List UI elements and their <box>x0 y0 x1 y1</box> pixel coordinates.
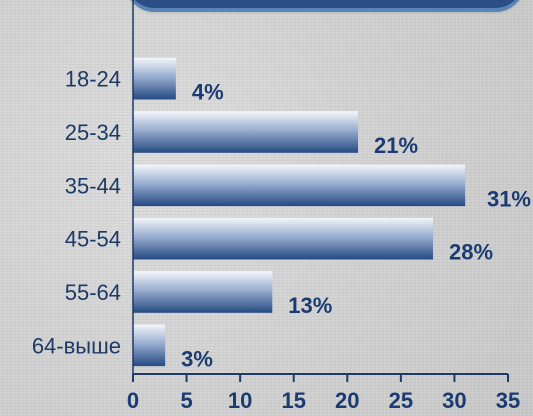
x-tick-label: 25 <box>389 388 413 413</box>
bars <box>133 57 466 367</box>
category-label: 18-24 <box>65 67 121 92</box>
x-tick-label: 5 <box>180 388 192 413</box>
x-tick-label: 35 <box>496 388 520 413</box>
category-label: 25-34 <box>65 120 121 145</box>
bar-35-44 <box>133 164 466 207</box>
value-label: 31% <box>487 186 531 211</box>
x-tick-label: 15 <box>281 388 305 413</box>
bar-64-выше <box>133 324 166 367</box>
category-label: 35-44 <box>65 173 121 198</box>
x-axis-ticks: 0 5 10 15 20 25 30 35 <box>127 374 520 413</box>
value-label: 21% <box>374 133 418 158</box>
bar-25-34 <box>133 111 358 153</box>
x-tick-label: 0 <box>127 388 139 413</box>
x-tick-label: 30 <box>442 388 466 413</box>
category-label: 45-54 <box>65 227 121 252</box>
value-label: 4% <box>192 80 224 105</box>
category-label: 55-64 <box>65 280 121 305</box>
value-label: 28% <box>449 240 493 265</box>
value-labels: 4% 21% 31% 28% 13% 3% <box>181 80 531 372</box>
title-banner <box>125 0 525 12</box>
category-labels: 18-24 25-34 35-44 45-54 55-64 64-выше <box>32 67 121 359</box>
x-tick-label: 10 <box>228 388 252 413</box>
x-tick-label: 20 <box>335 388 359 413</box>
value-label: 13% <box>288 293 332 318</box>
bar-45-54 <box>133 217 433 260</box>
value-label: 3% <box>181 346 213 371</box>
bar-55-64 <box>133 271 273 313</box>
category-label: 64-выше <box>32 333 121 358</box>
bar-18-24 <box>133 57 176 100</box>
